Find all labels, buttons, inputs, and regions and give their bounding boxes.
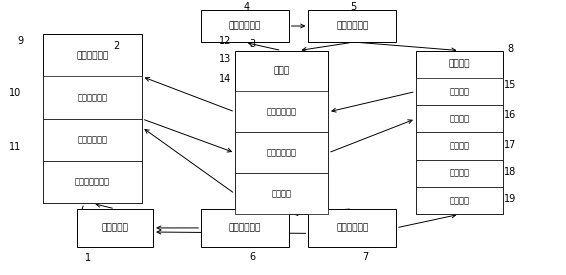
Text: 5: 5 [350, 2, 357, 12]
Bar [201, 10, 289, 42]
Bar [235, 92, 328, 133]
Bar [43, 119, 142, 161]
Text: 耳机单元: 耳机单元 [449, 142, 469, 151]
Bar [77, 209, 153, 247]
Bar [43, 76, 142, 119]
Text: 医疗数据库: 医疗数据库 [101, 223, 128, 232]
Text: 问题处理模块: 问题处理模块 [336, 21, 368, 31]
Text: 自动应答模块: 自动应答模块 [229, 21, 261, 31]
Text: 卷积神经网络: 卷积神经网络 [78, 135, 108, 144]
Text: 7: 7 [362, 252, 368, 262]
Text: 18: 18 [504, 167, 516, 177]
Text: 语音单元: 语音单元 [449, 87, 469, 96]
Text: 17: 17 [504, 140, 516, 150]
Text: 中央处理单元: 中央处理单元 [267, 108, 297, 116]
Text: 19: 19 [504, 194, 516, 204]
Text: 书写单元: 书写单元 [449, 114, 469, 123]
Bar [415, 187, 503, 214]
Text: 6: 6 [249, 252, 255, 262]
Bar [415, 51, 503, 214]
Bar [235, 173, 328, 214]
Text: 显示单元: 显示单元 [449, 169, 469, 178]
Text: 12: 12 [218, 36, 231, 46]
Bar [235, 133, 328, 173]
Text: 问诊交互模块: 问诊交互模块 [336, 223, 368, 232]
Text: 2: 2 [113, 42, 119, 51]
Text: 3: 3 [249, 39, 255, 49]
Text: 深度学习模块: 深度学习模块 [76, 51, 109, 60]
Bar [415, 105, 503, 133]
Bar [415, 78, 503, 105]
Text: 4: 4 [243, 2, 250, 12]
Text: 14: 14 [218, 74, 231, 84]
Text: 存储单元: 存储单元 [272, 189, 291, 198]
Bar [43, 161, 142, 204]
Text: 11: 11 [8, 142, 21, 152]
Text: 云平台: 云平台 [273, 67, 290, 76]
Text: 输入单元: 输入单元 [449, 196, 469, 205]
Text: 1: 1 [85, 253, 91, 263]
Text: 长短期记忆网络: 长短期记忆网络 [75, 178, 110, 187]
Text: 问题分类模块: 问题分类模块 [229, 223, 261, 232]
Text: 深度置信网络: 深度置信网络 [78, 93, 108, 102]
Bar [415, 133, 503, 160]
Bar [308, 10, 396, 42]
Text: 9: 9 [18, 36, 24, 46]
Bar [43, 34, 142, 204]
Bar [201, 209, 289, 247]
Text: 13: 13 [218, 54, 231, 64]
Text: 信息收发单元: 信息收发单元 [267, 148, 297, 157]
Bar [235, 51, 328, 214]
Text: 智能终端: 智能终端 [449, 60, 470, 69]
Bar [415, 160, 503, 187]
Text: 15: 15 [504, 80, 516, 90]
Text: 8: 8 [507, 44, 513, 54]
Bar [308, 209, 396, 247]
Text: 16: 16 [504, 110, 516, 120]
Text: 10: 10 [8, 88, 21, 98]
